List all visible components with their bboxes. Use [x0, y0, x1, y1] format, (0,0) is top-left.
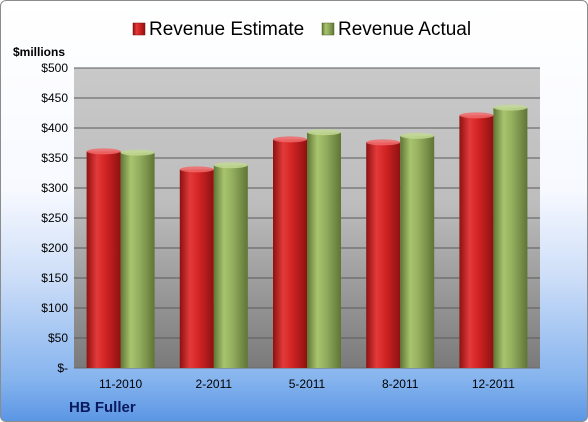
- bar-actual-cap: [120, 149, 155, 156]
- y-tick-label: $250: [41, 211, 68, 225]
- bar-estimate: [273, 139, 307, 368]
- company-label: HB Fuller: [69, 399, 136, 416]
- bar-estimate: [459, 115, 494, 369]
- bar-estimate: [366, 142, 401, 368]
- y-tick-label: $350: [41, 151, 68, 165]
- x-tick-label: 8-2011: [382, 377, 419, 391]
- y-tick-label: $500: [41, 61, 68, 75]
- y-tick-label: $200: [41, 241, 68, 255]
- bar-actual-cap: [493, 104, 528, 111]
- legend-swatch-actual: [321, 22, 335, 36]
- bar-actual: [400, 135, 435, 368]
- x-tick-label: 5-2011: [289, 377, 326, 391]
- bar-actual: [213, 165, 248, 368]
- legend-swatch-estimate: [132, 22, 146, 36]
- y-tick-label: $150: [41, 271, 68, 285]
- x-axis-ticks: 11-2010 2-2011 5-2011 8-2011 12-2011: [99, 377, 515, 391]
- bar-actual-cap: [307, 129, 341, 136]
- y-tick-label: $400: [41, 121, 68, 135]
- y-unit-label: $millions: [13, 45, 65, 59]
- bar-estimate-cap: [179, 166, 214, 173]
- y-tick-label: $50: [48, 331, 68, 345]
- y-axis-ticks: $- $50 $100 $150 $200 $250 $300 $350 $400 $450 $50…: [41, 61, 68, 375]
- x-tick-label: 12-2011: [472, 377, 515, 391]
- legend-label-estimate: Revenue Estimate: [149, 19, 304, 40]
- bar-actual: [307, 132, 341, 368]
- bar-actual-cap: [213, 162, 248, 169]
- bar-estimate-cap: [366, 139, 401, 146]
- bar-actual: [120, 152, 155, 368]
- bar-actual: [493, 107, 528, 368]
- x-tick-label: 11-2010: [99, 377, 142, 391]
- bars: [86, 104, 528, 369]
- x-tick-label: 2-2011: [196, 377, 233, 391]
- bar-actual-cap: [400, 132, 435, 139]
- bar-estimate: [86, 151, 121, 368]
- y-tick-label: $-: [57, 361, 68, 375]
- bar-estimate-cap: [459, 112, 494, 119]
- bar-estimate: [179, 169, 214, 368]
- legend-label-actual: Revenue Actual: [338, 19, 471, 40]
- bar-estimate-cap: [273, 136, 307, 143]
- y-tick-label: $300: [41, 181, 68, 195]
- bar-estimate-cap: [86, 148, 121, 155]
- y-tick-label: $450: [41, 91, 68, 105]
- y-tick-label: $100: [41, 301, 68, 315]
